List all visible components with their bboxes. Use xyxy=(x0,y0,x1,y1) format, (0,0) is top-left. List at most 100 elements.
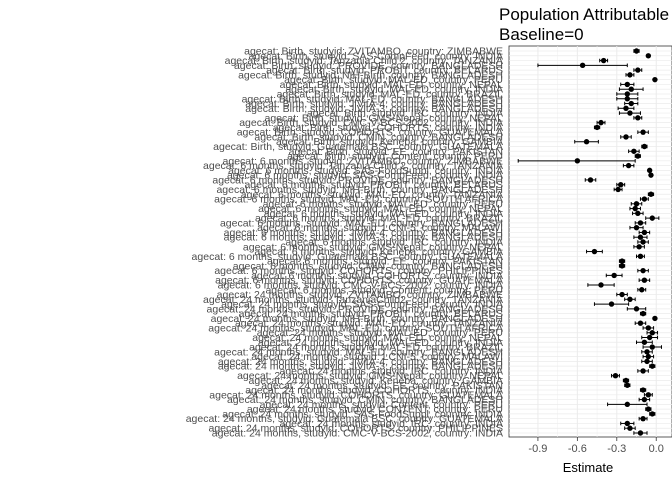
estimate-point xyxy=(641,277,648,283)
estimate-point xyxy=(624,81,631,88)
estimate-point xyxy=(646,334,653,341)
estimate-point xyxy=(640,310,646,317)
row-label: agecat: 24 months, studyid: Guatemala BS… xyxy=(186,413,503,425)
row-label: agecat: Birth, studyid: MAL-ED, country:… xyxy=(285,84,503,96)
row-label: agecat: 24 months, studyid: JiVitA-4, co… xyxy=(218,356,503,368)
row-label: agecat: 24 months, studyid: COHORTS, cou… xyxy=(209,389,503,401)
row-label: agecat: 24 months, studyid: CMIN, countr… xyxy=(227,394,503,406)
row-label: agecat: Birth, studyid: COHORTS, country… xyxy=(237,127,503,139)
estimate-point xyxy=(644,349,650,355)
row-label: agecat: 6 months, studyid: MAL-ED, count… xyxy=(263,198,503,210)
row-label: agecat: 6 months, studyid: EE, country: … xyxy=(267,256,503,268)
row-label: agecat: 6 months, studyid: JiVitA-4, cou… xyxy=(224,227,503,239)
row-label: agecat: 6 months, studyid: Tanzania Chil… xyxy=(203,160,503,172)
estimate-point xyxy=(648,191,654,197)
estimate-point xyxy=(619,258,625,264)
row-label: agecat: 24 months, studyid: CONTENT, cou… xyxy=(247,404,503,416)
row-label: agecat: Birth, studyid: EE, country: PAK… xyxy=(289,146,503,158)
row-label: agecat: 24 months, studyid: MAL-ED, coun… xyxy=(257,327,503,339)
estimate-point xyxy=(640,239,646,245)
row-label: agecat: 24 months, studyid: PROVIDE, cou… xyxy=(207,303,503,315)
row-label: agecat: Birth, studyid: PROBIT, country:… xyxy=(266,65,503,77)
estimate-point xyxy=(624,382,631,388)
row-label: agecat: 6 months, studyid: MAL-ED, count… xyxy=(264,208,503,220)
estimates xyxy=(517,48,662,436)
row-label: agecat: Birth, studyid: Keneba, country:… xyxy=(276,136,503,148)
x-tick-label: 0.0 xyxy=(649,443,664,455)
estimate-point xyxy=(640,415,646,422)
row-label: agecat: 6 months, studyid: COHORTS, coun… xyxy=(251,270,503,282)
row-label: agecat: 6 months, studyid: NIH-Birth, co… xyxy=(216,184,503,196)
row-label: agecat: Birth, studyid: JiVitA-3, countr… xyxy=(245,103,503,115)
row-label: agecat: Birth, studyid: Tanzania Child 2… xyxy=(225,55,503,67)
estimate-point xyxy=(645,53,652,59)
row-label: agecat: 6 months, studyid: MAL-ED, count… xyxy=(255,213,503,225)
row-label: agecat: 24 months, studyid: MAL-ED, coun… xyxy=(249,342,503,354)
row-label: agecat: 6 months, studyid: Keneba, count… xyxy=(254,246,503,258)
estimate-point xyxy=(649,344,655,350)
row-label: agecat: 6 months, studyid: GMS-Nepal, co… xyxy=(243,241,503,253)
estimate-point xyxy=(627,72,633,78)
row-label: agecat: Birth, studyid: GMS-Nepal, count… xyxy=(265,112,504,124)
row-label: agecat: 24 months, studyid: NIH-Birth, c… xyxy=(211,313,503,325)
row-label: agecat: Birth, studyid: CMC-V-BCS-2002, … xyxy=(239,117,503,129)
estimate-point xyxy=(624,401,631,408)
row-label: agecat: 6 months, studyid: LCNI-5, count… xyxy=(257,222,503,234)
row-label: agecat: 6 months, studyid: SAS-CompFeed,… xyxy=(227,170,503,182)
row-label: agecat: 24 months, studyid: MAL-ED, coun… xyxy=(208,322,503,334)
estimate-point xyxy=(624,91,631,97)
estimate-point xyxy=(636,244,642,250)
estimate-point xyxy=(624,96,631,102)
row-label: agecat: 24 months, studyid: Content, cou… xyxy=(260,399,503,411)
estimate-point xyxy=(649,363,655,369)
estimate-point xyxy=(618,182,624,188)
row-label: agecat: Birth, studyid: CMIN, country: B… xyxy=(254,131,503,143)
row-label: agecat: Birth, studyid: SAS-CompFeed, co… xyxy=(249,50,503,62)
estimate-point xyxy=(633,224,640,231)
row-label: agecat: 6 months, studyid: MAL-ED, count… xyxy=(258,203,503,215)
estimate-point xyxy=(615,186,621,193)
row-label: agecat: 24 months, studyid: IRC, country… xyxy=(279,365,503,377)
x-tick-label: -0.9 xyxy=(528,443,547,455)
chart-title-line-2: Baseline=0 xyxy=(499,25,584,44)
estimate-point xyxy=(644,358,650,365)
estimate-point xyxy=(635,67,641,73)
estimate-point xyxy=(637,430,644,436)
estimate-point xyxy=(648,172,654,178)
row-label: agecat: 6 months, studyid: PROVIDE, coun… xyxy=(212,174,503,186)
estimate-point xyxy=(640,129,646,135)
row-label: agecat: Birth, studyid: MAL-ED, country:… xyxy=(284,74,503,86)
estimate-point xyxy=(623,105,629,112)
row-label: agecat: 24 months, studyid: PROBIT, coun… xyxy=(239,308,503,320)
estimate-point xyxy=(627,110,633,116)
row-label: agecat: 24 months, studyid: IRC, country… xyxy=(279,418,503,430)
row-label: agecat: Birth, studyid: NIH-Birth, count… xyxy=(238,69,503,81)
row-label: agecat: 6 months, studyid: MAL-ED, count… xyxy=(214,194,503,206)
row-label: agecat: 6 months, studyid: MAL-ED, count… xyxy=(241,189,503,201)
estimate-point xyxy=(625,162,632,169)
estimate-point xyxy=(598,119,604,126)
x-axis-title: Estimate xyxy=(563,460,614,475)
estimate-point xyxy=(627,425,633,431)
row-label: agecat: 24 months, studyid: LCNI-5, coun… xyxy=(251,351,503,363)
estimate-point xyxy=(641,396,648,403)
estimate-point xyxy=(628,100,634,107)
row-label: agecat: Birth, studyid: MAL-ED, country:… xyxy=(280,79,503,91)
estimate-point xyxy=(632,205,638,212)
row-label: agecat: 6 months, studyid: ZVITAMBO, cou… xyxy=(223,155,503,167)
estimate-point xyxy=(628,86,634,92)
row-label: agecat: 24 months, studyid: MAL-ED, coun… xyxy=(214,346,503,358)
estimate-point xyxy=(583,139,590,145)
estimate-point xyxy=(635,153,641,159)
estimate-point xyxy=(649,215,655,221)
row-label: agecat: 6 months, studyid: Guatemala BSC… xyxy=(192,251,503,263)
estimate-point xyxy=(624,420,631,427)
estimate-point xyxy=(598,282,604,288)
row-label: agecat: 24 months, studyid: EE, country:… xyxy=(261,380,503,392)
estimate-point xyxy=(612,373,619,379)
estimate-point xyxy=(641,229,648,236)
row-label: agecat: 24 months, studyid: COHORTS, cou… xyxy=(245,385,503,397)
row-label: agecat: 24 months, studyid: GMS-Nepal, c… xyxy=(237,370,503,382)
row-label: agecat: Birth, studyid: Guatemala BSC, c… xyxy=(213,141,503,153)
